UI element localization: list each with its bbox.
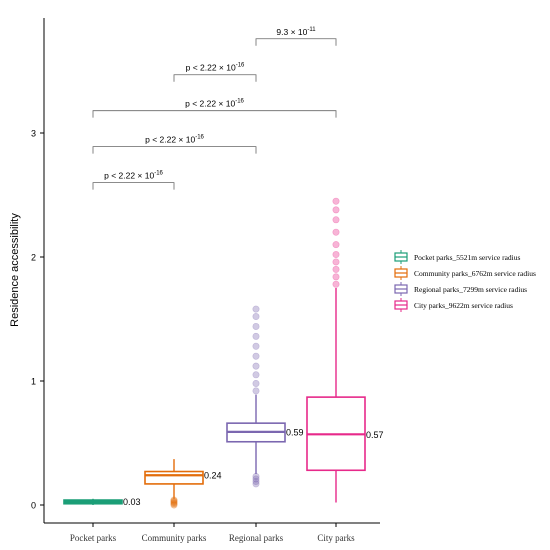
outlier-point bbox=[332, 265, 340, 273]
x-tick-label: Regional parks bbox=[229, 533, 284, 543]
legend-key bbox=[394, 282, 408, 296]
outlier-point bbox=[332, 251, 340, 259]
x-tick-label: Community parks bbox=[142, 533, 207, 543]
significance-brackets: p < 2.22 × 10-16p < 2.22 × 10-16p < 2.22… bbox=[92, 27, 337, 190]
x-tick-label: City parks bbox=[317, 533, 355, 543]
box-group: 0.57 bbox=[306, 197, 384, 503]
box-group: 0.03 bbox=[63, 497, 141, 507]
outlier-point bbox=[252, 342, 260, 350]
median-label: 0.59 bbox=[286, 427, 304, 437]
outlier-point bbox=[252, 379, 260, 387]
p-value-base: p < 2.22 × 10 bbox=[104, 171, 154, 181]
legend-label: Regional parks_7299m service radius bbox=[414, 285, 527, 294]
box-group: 0.59 bbox=[226, 305, 304, 488]
outlier-point bbox=[252, 352, 260, 360]
outlier-point bbox=[252, 332, 260, 340]
comparison-bracket: p < 2.22 × 10-16 bbox=[173, 63, 257, 82]
p-value-label: p < 2.22 × 10-16 bbox=[186, 63, 245, 73]
p-value-base: 9.3 × 10 bbox=[276, 27, 307, 37]
outlier-point bbox=[332, 258, 340, 266]
comparison-bracket: p < 2.22 × 10-16 bbox=[92, 135, 257, 154]
legend-item: Community parks_6762m service radius bbox=[394, 266, 536, 280]
outlier-point bbox=[252, 362, 260, 370]
y-tick-label: 1 bbox=[31, 377, 36, 387]
bracket-line bbox=[173, 74, 257, 82]
legend-item: Regional parks_7299m service radius bbox=[394, 282, 527, 296]
comparison-bracket: p < 2.22 × 10-16 bbox=[92, 171, 175, 190]
outlier-point bbox=[332, 228, 340, 236]
p-value-exponent: -16 bbox=[195, 135, 204, 141]
legend-label: Community parks_6762m service radius bbox=[414, 269, 536, 278]
p-value-base: p < 2.22 × 10 bbox=[145, 135, 195, 145]
x-ticks: Pocket parks Community parks Regional park… bbox=[70, 523, 355, 543]
p-value-exponent: -11 bbox=[307, 27, 316, 33]
legend-label: City parks_9622m service radius bbox=[414, 301, 513, 310]
outlier-point bbox=[332, 280, 340, 288]
legend-item: City parks_9622m service radius bbox=[394, 298, 513, 312]
outlier-point bbox=[252, 387, 260, 395]
legend: Pocket parks_5521m service radius Communi… bbox=[394, 250, 536, 312]
p-value-label: p < 2.22 × 10-16 bbox=[145, 135, 204, 145]
p-value-exponent: -16 bbox=[154, 171, 163, 177]
y-tick-label: 2 bbox=[31, 253, 36, 263]
outlier-point bbox=[332, 216, 340, 224]
outlier-point bbox=[170, 499, 178, 507]
box-group: 0.24 bbox=[144, 459, 222, 509]
y-ticks: 0 1 2 3 bbox=[31, 129, 44, 511]
y-tick-label: 3 bbox=[31, 129, 36, 139]
p-value-base: p < 2.22 × 10 bbox=[185, 99, 235, 109]
outlier-point bbox=[252, 472, 260, 480]
outlier-point bbox=[252, 477, 260, 485]
outlier-point bbox=[252, 475, 260, 483]
comparison-bracket: 9.3 × 10-11 bbox=[255, 27, 337, 46]
p-value-exponent: -16 bbox=[235, 99, 244, 105]
legend-key bbox=[394, 250, 408, 264]
legend-key bbox=[394, 266, 408, 280]
median-label: 0.24 bbox=[204, 471, 222, 481]
median-label: 0.03 bbox=[123, 497, 141, 507]
p-value-label: p < 2.22 × 10-16 bbox=[185, 99, 244, 109]
p-value-label: 9.3 × 10-11 bbox=[276, 27, 316, 37]
median-label: 0.57 bbox=[366, 430, 384, 440]
legend-item: Pocket parks_5521m service radius bbox=[394, 250, 521, 264]
x-tick-label: Pocket parks bbox=[70, 533, 117, 543]
outlier-point bbox=[252, 371, 260, 379]
outlier-point bbox=[252, 305, 260, 313]
outlier-point bbox=[170, 500, 178, 508]
bracket-line bbox=[92, 110, 337, 118]
box-iqr bbox=[144, 470, 204, 485]
box-series: 0.03 0.24 0.59 0.57 bbox=[63, 197, 384, 509]
p-value-label: p < 2.22 × 10-16 bbox=[104, 171, 163, 181]
outlier-point bbox=[332, 241, 340, 249]
comparison-bracket: p < 2.22 × 10-16 bbox=[92, 99, 337, 118]
y-tick-label: 0 bbox=[31, 501, 36, 511]
bracket-line bbox=[255, 38, 337, 46]
legend-key bbox=[394, 298, 408, 312]
p-value-exponent: -16 bbox=[236, 63, 245, 69]
bracket-line bbox=[92, 182, 175, 190]
p-value-base: p < 2.22 × 10 bbox=[186, 63, 236, 73]
outlier-point bbox=[332, 273, 340, 281]
y-axis-title: Residence accessibility bbox=[9, 213, 21, 327]
outlier-point bbox=[252, 480, 260, 488]
legend-label: Pocket parks_5521m service radius bbox=[414, 253, 521, 262]
bracket-line bbox=[92, 146, 257, 154]
outlier-point bbox=[332, 197, 340, 205]
outlier-point bbox=[332, 206, 340, 214]
outlier-point bbox=[170, 501, 178, 509]
outlier-point bbox=[252, 322, 260, 330]
outlier-point bbox=[252, 313, 260, 321]
